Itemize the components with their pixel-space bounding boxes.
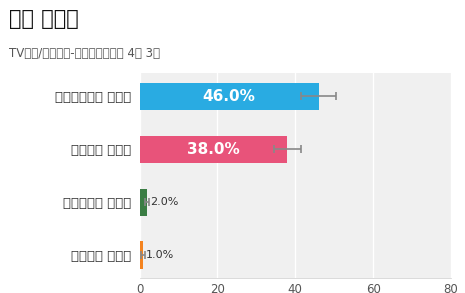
Text: 2.0%: 2.0% (150, 197, 179, 207)
Text: 서울 마포갑: 서울 마포갑 (9, 9, 79, 29)
Bar (140, 188, 147, 216)
Text: 1.0%: 1.0% (146, 250, 174, 260)
Bar (140, 83, 319, 110)
Text: TV조선/조선일보-케이스탯리서치 4월 3일: TV조선/조선일보-케이스탯리서치 4월 3일 (9, 47, 160, 60)
Text: 46.0%: 46.0% (203, 89, 255, 104)
Bar (140, 241, 143, 269)
Text: 38.0%: 38.0% (187, 142, 240, 157)
Bar (140, 136, 287, 163)
